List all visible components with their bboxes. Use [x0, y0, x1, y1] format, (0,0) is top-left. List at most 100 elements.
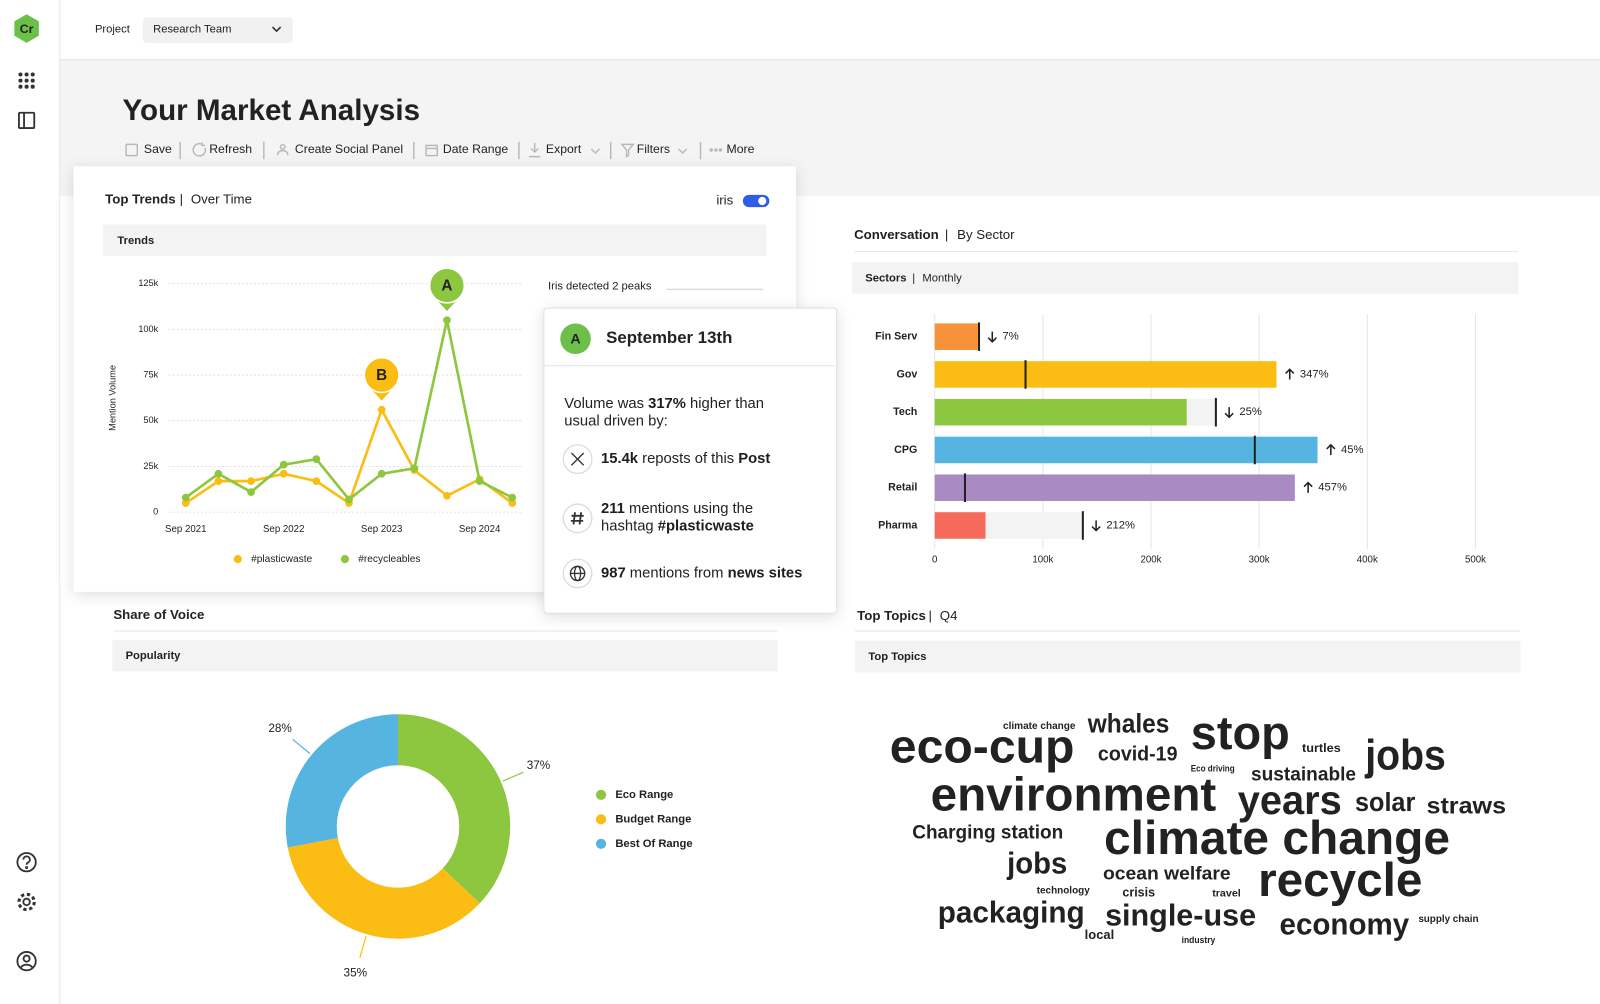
data-point: [475, 477, 484, 485]
data-point: [410, 464, 419, 473]
topic-word[interactable]: industry: [1182, 935, 1217, 945]
topic-word[interactable]: Charging station: [912, 822, 1063, 844]
data-point: [377, 469, 386, 478]
x-tick-label: Sep 2023: [361, 524, 402, 535]
topic-word[interactable]: straws: [1426, 792, 1506, 818]
badge-label: A: [570, 332, 580, 348]
toolbar-button[interactable]: Create Social Panel: [295, 142, 403, 156]
toggle-label: iris: [716, 193, 733, 208]
topic-word[interactable]: crisis: [1122, 884, 1155, 899]
topic-word[interactable]: whales: [1087, 708, 1170, 738]
card-title: Top Trends: [105, 191, 175, 206]
project-dropdown[interactable]: [142, 17, 293, 43]
topic-word[interactable]: recycle: [1258, 854, 1422, 906]
legend-swatch: [595, 814, 607, 825]
legend-label: #plasticwaste: [251, 554, 312, 565]
topic-word[interactable]: covid-19: [1098, 743, 1178, 765]
card-subtitle: Over Time: [191, 191, 252, 206]
toolbar-button[interactable]: Export: [546, 142, 582, 156]
tooltip-text: Volume was 317% higher than: [564, 396, 764, 412]
legend-label: Budget Range: [615, 813, 691, 825]
text-segment: Volume was: [564, 396, 648, 412]
category-label: Fin Serv: [875, 331, 917, 343]
topic-word[interactable]: jobs: [1364, 731, 1446, 779]
topic-word[interactable]: climate change: [1003, 721, 1076, 732]
topic-word[interactable]: jobs: [1006, 846, 1067, 880]
change-label: 212%: [1106, 519, 1135, 531]
item-icon: [562, 503, 593, 534]
card-title: Top Topics: [857, 608, 926, 623]
pie-slice: [287, 837, 480, 939]
y-tick-label: 100k: [138, 324, 158, 334]
text-segment: reposts of this: [638, 451, 738, 467]
bar: [934, 323, 980, 350]
x-tick-label: 500k: [1465, 555, 1486, 566]
data-point: [247, 488, 255, 496]
topic-word[interactable]: travel: [1212, 888, 1241, 899]
toolbar-button[interactable]: Save: [144, 142, 172, 156]
topic-word[interactable]: solar: [1355, 789, 1415, 817]
change-arrow: [1285, 368, 1295, 380]
topic-word[interactable]: sustainable: [1251, 764, 1356, 786]
data-point: [181, 499, 190, 507]
separator: |: [912, 273, 915, 285]
topic-word[interactable]: climate change: [1104, 812, 1450, 864]
y-tick-label: 75k: [143, 369, 158, 379]
toolbar-button[interactable]: Date Range: [443, 142, 508, 156]
topic-word[interactable]: packaging: [938, 895, 1085, 929]
topic-word[interactable]: economy: [1280, 908, 1410, 942]
settings-icon[interactable]: [17, 892, 36, 912]
panel-icon[interactable]: [18, 111, 36, 129]
topic-word[interactable]: ocean welfare: [1103, 862, 1231, 883]
text-segment: mentions from: [626, 565, 728, 581]
toggle-knob: [758, 196, 767, 206]
topic-word[interactable]: Eco driving: [1191, 764, 1235, 774]
category-label: Gov: [897, 368, 918, 380]
peak-pin: [428, 267, 466, 304]
data-point: [181, 493, 190, 502]
topic-word[interactable]: local: [1085, 927, 1115, 942]
legend-label: Best Of Range: [615, 838, 692, 850]
toolbar-button[interactable]: More: [727, 142, 755, 156]
logo[interactable]: [14, 14, 39, 43]
panel-label: Trends: [117, 235, 154, 247]
label-leader: [502, 771, 524, 782]
change-label: 457%: [1318, 482, 1347, 494]
bar: [934, 361, 1277, 388]
apps-icon[interactable]: [18, 72, 35, 89]
help-icon[interactable]: [16, 852, 37, 873]
text-segment: 211: [601, 501, 625, 517]
sectors-panel: [852, 262, 1519, 294]
pie-slice: [397, 714, 511, 904]
topic-word[interactable]: stop: [1191, 707, 1290, 759]
topic-word[interactable]: environment: [931, 768, 1217, 820]
legend-swatch: [595, 789, 607, 800]
change-label: 347%: [1300, 368, 1329, 380]
category-label: Retail: [888, 482, 917, 494]
topic-word[interactable]: years: [1238, 777, 1342, 823]
change-arrow: [1224, 407, 1234, 419]
peak-label: A: [441, 278, 452, 295]
legend-swatch: [233, 555, 242, 564]
label-leader: [292, 738, 311, 755]
topic-word[interactable]: technology: [1037, 885, 1090, 896]
tooltip-text: 987 mentions from news sites: [601, 565, 802, 581]
text-segment: Post: [738, 451, 770, 467]
data-point: [508, 499, 517, 507]
legend-label: Eco Range: [615, 789, 673, 801]
value-label: 35%: [344, 967, 367, 980]
tooltip-badge: [560, 323, 591, 355]
hash-icon: [570, 512, 584, 525]
toolbar-button[interactable]: Filters: [637, 142, 670, 156]
tooltip-text: hashtag #plasticwaste: [601, 518, 754, 534]
account-icon[interactable]: [16, 951, 37, 972]
peak-pin: [363, 357, 400, 394]
topic-word[interactable]: supply chain: [1418, 914, 1478, 925]
topic-word[interactable]: turtles: [1302, 741, 1341, 755]
topic-word[interactable]: eco-cup: [890, 720, 1075, 772]
bar: [934, 474, 1295, 501]
toolbar-button[interactable]: Refresh: [209, 142, 252, 156]
legend-label: #recycleables: [358, 554, 420, 565]
topic-word[interactable]: single-use: [1105, 898, 1256, 932]
change-arrow: [1326, 443, 1336, 456]
